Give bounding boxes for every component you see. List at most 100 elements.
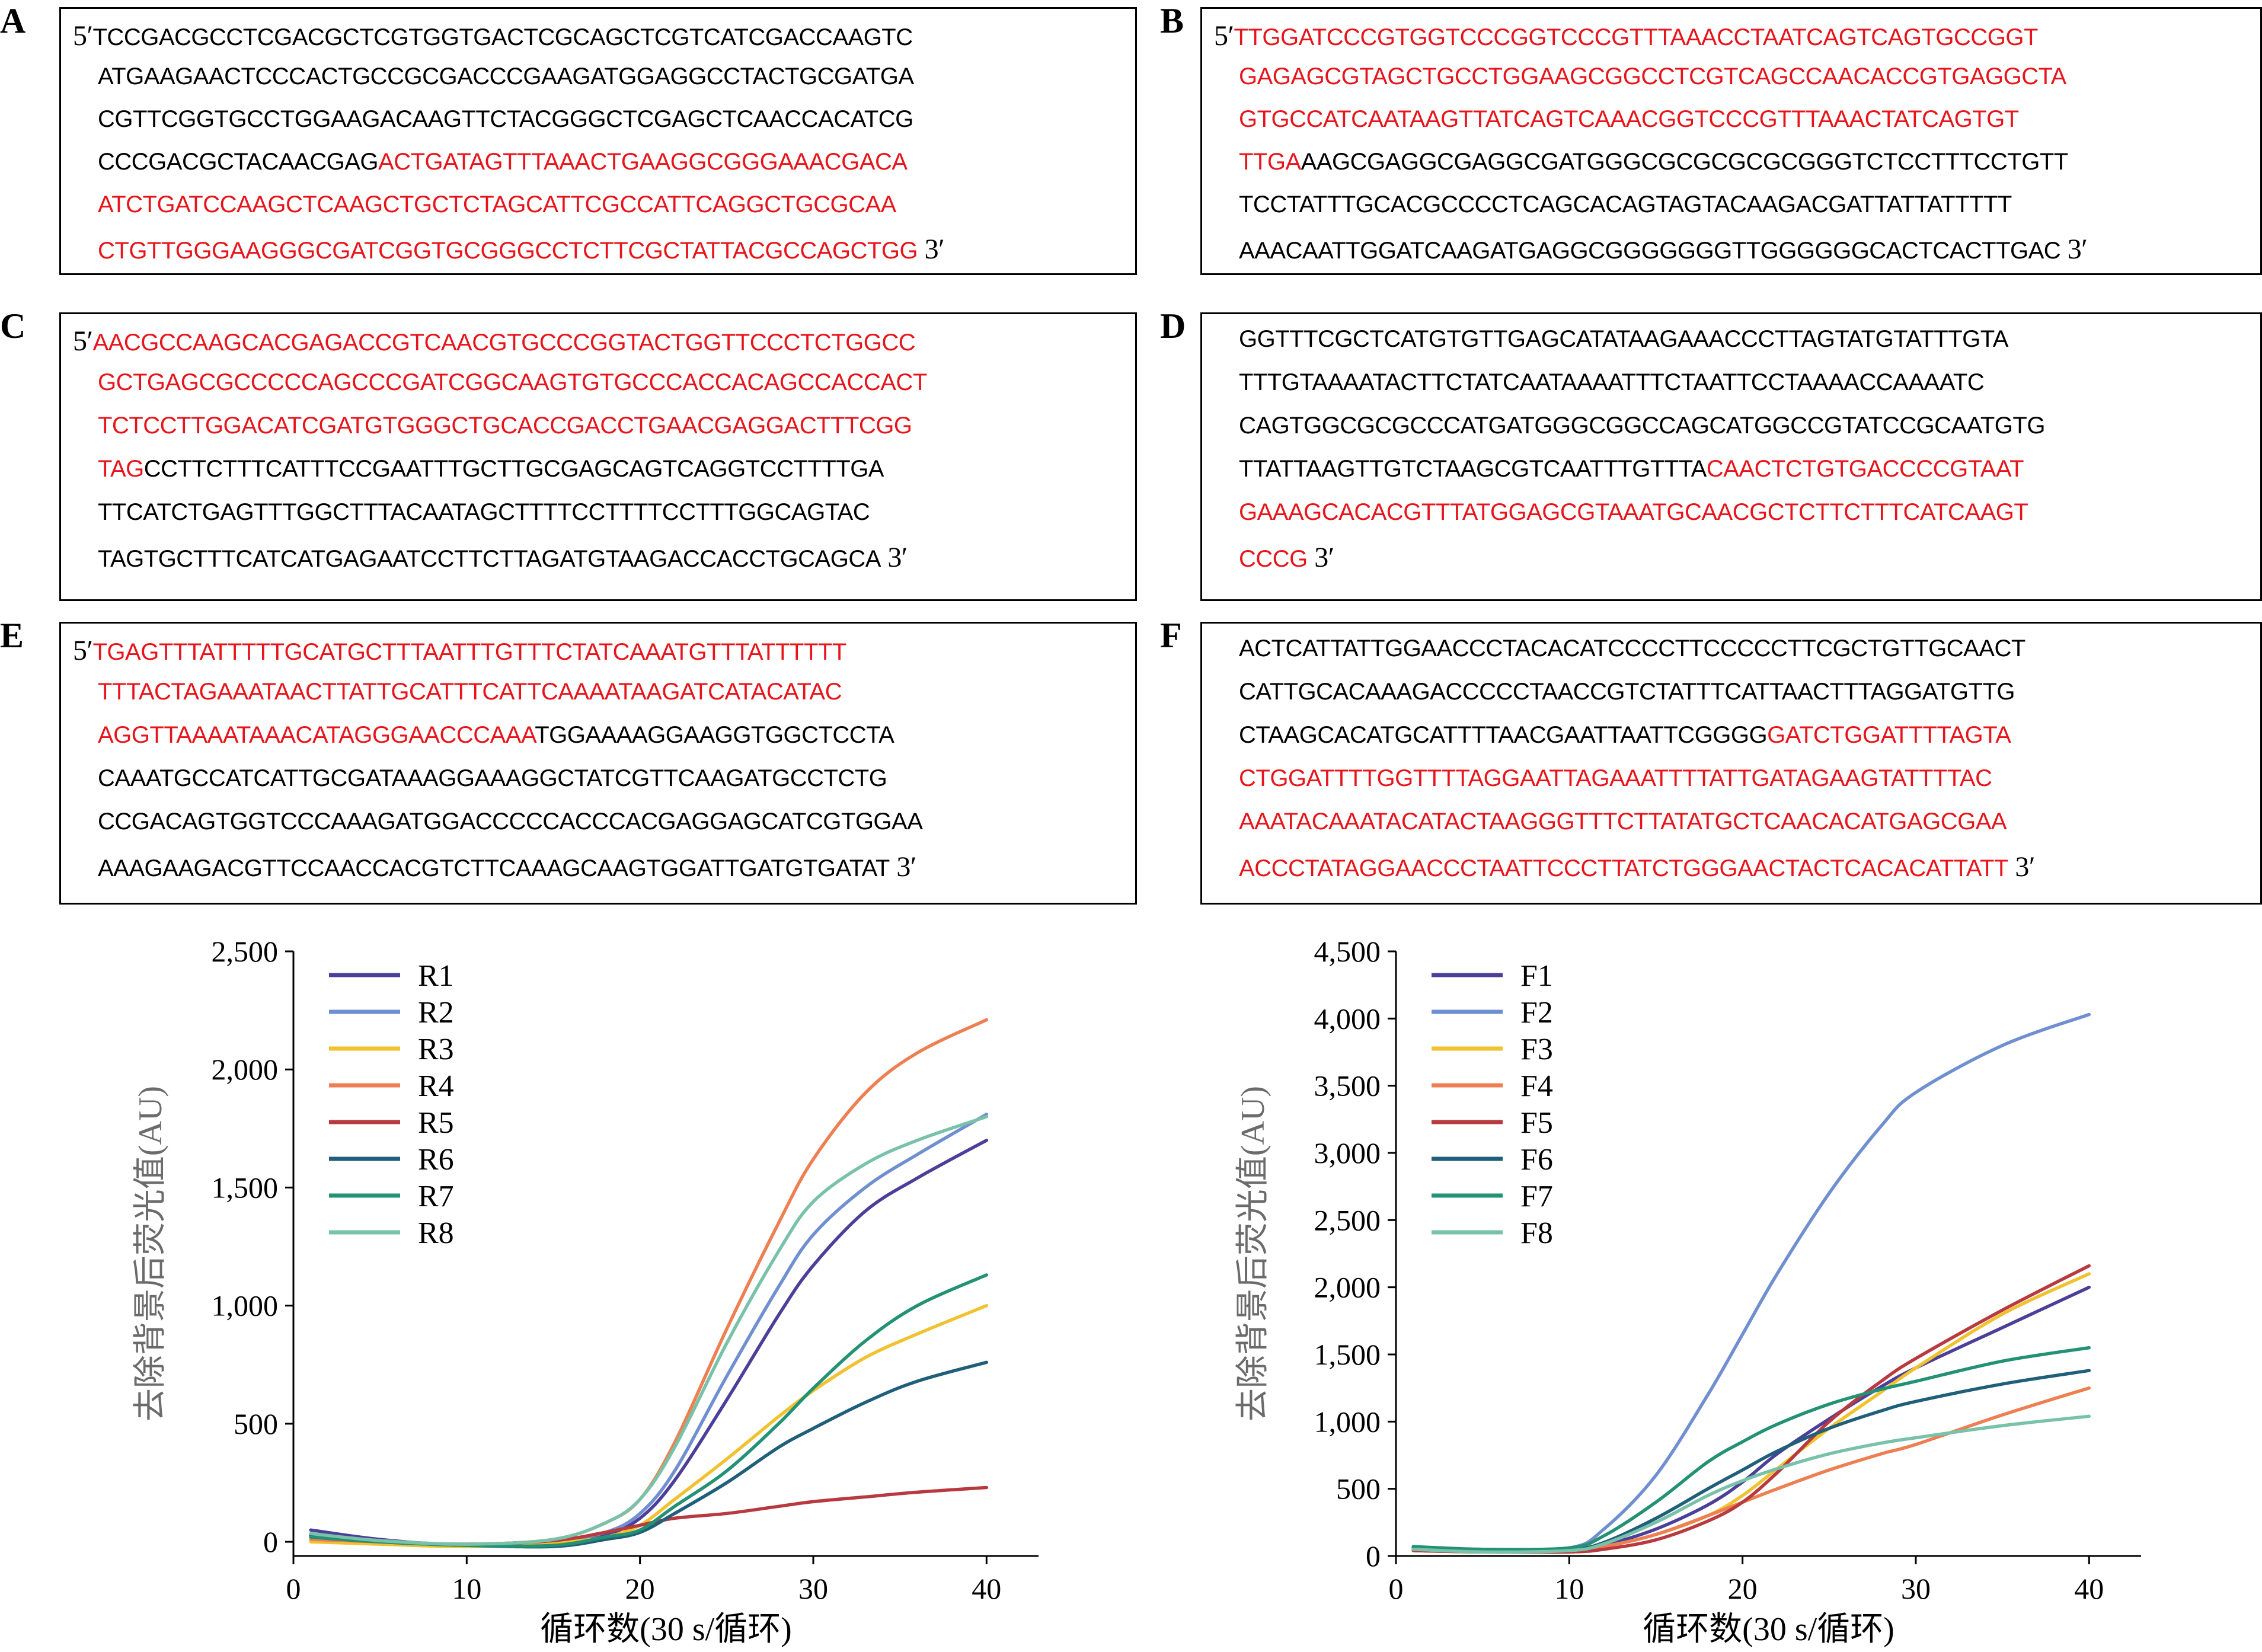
sequence-line: ATCTGATCCAAGCTCAAGCTGCTCTAGCATTCGCCATTCA… [98, 193, 896, 216]
y-tick-label: 4,000 [1314, 1002, 1381, 1035]
sequence-line: CAGTGGCGCGCCCATGATGGGCGGCCAGCATGGCCGTATC… [1239, 414, 2045, 437]
sequence-text: ACTCATTATTGGAACCCTACACATCCCCTTCCCCCTTCGC… [1239, 635, 2025, 662]
y-axis-label: 去除背景后荧光值(AU) [132, 1086, 169, 1421]
sequence-highlight: AACGCCAAGCACGAGACCGTCAACGTGCCCGGTACTGGTT… [92, 330, 916, 356]
legend-label: R1 [418, 959, 454, 993]
legend-label: F2 [1520, 996, 1553, 1030]
legend-label: F6 [1520, 1143, 1553, 1177]
sequence-line: CATTGCACAAAGACCCCCTAACCGTCTATTTCATTAACTT… [1239, 680, 2015, 704]
x-tick-label: 0 [286, 1572, 301, 1605]
sequence-box-d: GGTTTCGCTCATGTGTTGAGCATATAAGAAACCCTTAGTA… [1200, 312, 2262, 601]
five-prime-label: 5′ [73, 20, 93, 52]
panel-label-d: D [1160, 306, 1186, 346]
sequence-text: AAACAATTGGATCAAGATGAGGCGGGGGGGTTGGGGGGCA… [1239, 238, 2061, 264]
sequence-text: GGTTTCGCTCATGTGTTGAGCATATAAGAAACCCTTAGTA… [1239, 326, 2008, 352]
sequence-highlight: TTGGATCCCGTGGTCCCGGTCCCGTTTAAACCTAATCAGT… [1234, 24, 2039, 50]
x-tick-label: 40 [2074, 1572, 2104, 1605]
sequence-text: TTCATCTGAGTTTGGCTTTACAATAGCTTTTCCTTTTCCT… [98, 499, 870, 525]
sequence-box-f: ACTCATTATTGGAACCCTACACATCCCCTTCCCCCTTCGC… [1200, 622, 2262, 905]
sequence-line: TTCATCTGAGTTTGGCTTTACAATAGCTTTTCCTTTTCCT… [98, 500, 870, 524]
sequence-highlight: GATCTGGATTTTAGTA [1767, 722, 2011, 748]
sequence-line: 5′TCCGACGCCTCGACGCTCGTGGTGACTCGCAGCTCGTC… [73, 22, 913, 50]
sequence-text: CCTTCTTTCATTTCCGAATTTGCTTGCGAGCAGTCAGGTC… [143, 456, 884, 482]
sequence-line: ACTCATTATTGGAACCCTACACATCCCCTTCCCCCTTCGC… [1239, 637, 2025, 660]
three-prime-label: 3′ [2060, 234, 2088, 265]
sequence-highlight: TTTACTAGAAATAACTTATTGCATTTCATTCAAAATAAGA… [98, 679, 842, 705]
sequence-line: AAACAATTGGATCAAGATGAGGCGGGGGGGTTGGGGGGCA… [1239, 234, 2088, 265]
sequence-text: CATTGCACAAAGACCCCCTAACCGTCTATTTCATTAACTT… [1239, 679, 2015, 705]
series-line-f3 [1411, 1272, 2091, 1554]
sequence-text: CTAAGCACATGCATTTTAACGAATTAATTCGGGG [1239, 722, 1768, 748]
x-tick-label: 20 [1728, 1572, 1758, 1605]
x-axis-label: 循环数(30 s/循环) [540, 1611, 792, 1648]
legend-label: F7 [1520, 1180, 1553, 1213]
series-line-f7 [1411, 1346, 2091, 1551]
legend-label: R6 [418, 1143, 454, 1177]
panel-label-b: B [1160, 1, 1184, 40]
series-line-f4 [1411, 1386, 2091, 1554]
y-tick-label: 2,500 [1314, 1203, 1381, 1236]
sequence-line: TCTCCTTGGACATCGATGTGGGCTGCACCGACCTGAACGA… [98, 414, 912, 437]
y-tick-label: 500 [1336, 1472, 1381, 1506]
x-tick-label: 10 [452, 1572, 481, 1605]
sequence-line: CGTTCGGTGCCTGGAAGACAAGTTCTACGGGCTCGAGCTC… [98, 107, 913, 131]
sequence-text: CAAATGCCATCATTGCGATAAAGGAAAGGCTATCGTTCAA… [98, 765, 887, 791]
legend-label: R5 [418, 1106, 454, 1140]
legend-label: R3 [418, 1033, 454, 1066]
sequence-highlight: CTGTTGGGAAGGGCGATCGGTGCGGGCCTCTTCGCTATTA… [98, 238, 918, 264]
panel-label-e: E [0, 616, 24, 655]
sequence-line: GTGCCATCAATAAGTTATCAGTCAAACGGTCCCGTTTAAA… [1239, 107, 2019, 131]
y-tick-label: 1,500 [1314, 1338, 1381, 1371]
sequence-text: TCCTATTTGCACGCCCCTCAGCACAGTAGTACAAGACGAT… [1239, 191, 2012, 218]
sequence-highlight: AAATACAAATACATACTAAGGGTTTCTTATATGCTCAACA… [1239, 809, 2007, 835]
series-line-f8 [1411, 1414, 2091, 1554]
sequence-highlight: TCTCCTTGGACATCGATGTGGGCTGCACCGACCTGAACGA… [98, 413, 912, 439]
y-tick-label: 1,000 [1314, 1405, 1381, 1438]
sequence-line: 5′TGAGTTTATTTTTGCATGCTTTAATTTGTTTCTATCAA… [73, 637, 846, 665]
three-prime-label: 3′ [2008, 851, 2035, 883]
legend-label: R7 [418, 1180, 454, 1213]
series-line-f2 [1411, 1012, 2091, 1552]
chart-h: 0 500 1,000 1,500 2,000 2,500 3,000 3,500 4,000 4… [1235, 935, 2141, 1648]
sequence-highlight: GAAAGCACACGTTTATGGAGCGTAAATGCAACGCTCTTCT… [1239, 499, 2028, 525]
sequence-text: TGGAAAAGGAAGGTGGCTCCTA [535, 722, 894, 748]
legend-label: F3 [1520, 1033, 1553, 1066]
sequence-line: TTGAAAGCGAGGCGAGGCGATGGGCGCGCGCGCGGGTCTC… [1239, 150, 2068, 174]
sequence-text: TCCGACGCCTCGACGCTCGTGGTGACTCGCAGCTCGTCAT… [92, 24, 913, 50]
y-tick-label: 2,500 [212, 935, 279, 968]
sequence-line: TAGTGCTTTCATCATGAGAATCCTTCTTAGATGTAAGACC… [98, 544, 908, 572]
three-prime-label: 3′ [889, 851, 916, 883]
x-tick-label: 40 [972, 1572, 1001, 1605]
sequence-line: TTATTAAGTTGTCTAAGCGTCAATTTGTTTACAACTCTGT… [1239, 457, 2024, 481]
three-prime-label: 3′ [880, 542, 908, 573]
series-line-f6 [1411, 1369, 2091, 1552]
legend-label: R2 [418, 996, 454, 1030]
sequence-text: CGTTCGGTGCCTGGAAGACAAGTTCTACGGGCTCGAGCTC… [98, 106, 913, 132]
sequence-highlight: CTGGATTTTGGTTTTAGGAATTAGAAATTTTATTGATAGA… [1239, 765, 1992, 791]
panel-label-a: A [0, 1, 26, 40]
sequence-text: ATGAAGAACTCCCACTGCCGCGACCCGAAGATGGAGGCCT… [98, 63, 914, 90]
sequence-line: 5′AACGCCAAGCACGAGACCGTCAACGTGCCCGGTACTGG… [73, 325, 916, 357]
sequence-line: GCTGAGCGCCCCCAGCCCGATCGGCAAGTGTGCCCACCAC… [98, 370, 927, 394]
five-prime-label: 5′ [73, 635, 93, 666]
legend-label: F1 [1520, 959, 1553, 993]
sequence-line: CTAAGCACATGCATTTTAACGAATTAATTCGGGGGATCTG… [1239, 723, 2011, 747]
sequence-text: CCCGACGCTACAACGAG [98, 149, 379, 175]
sequence-highlight: ATCTGATCCAAGCTCAAGCTGCTCTAGCATTCGCCATTCA… [98, 191, 896, 218]
series-line-f5 [1411, 1264, 2091, 1554]
sequence-highlight: TGAGTTTATTTTTGCATGCTTTAATTTGTTTCTATCAAAT… [92, 639, 847, 665]
y-tick-label: 3,500 [1314, 1069, 1381, 1103]
sequence-text: AAGCGAGGCGAGGCGATGGGCGCGCGCGCGGGTCTCCTTT… [1301, 149, 2069, 175]
five-prime-label: 5′ [73, 325, 93, 357]
sequence-line: GAAAGCACACGTTTATGGAGCGTAAATGCAACGCTCTTCT… [1239, 500, 2028, 524]
x-tick-label: 30 [798, 1572, 828, 1605]
sequence-highlight: GCTGAGCGCCCCCAGCCCGATCGGCAAGTGTGCCCACCAC… [98, 369, 927, 395]
y-axis-label: 去除背景后荧光值(AU) [1235, 1086, 1271, 1421]
x-tick-label: 20 [625, 1572, 655, 1605]
sequence-line: ACCCTATAGGAACCCTAATTCCCTTATCTGGGAACTACTC… [1239, 853, 2035, 881]
y-tick-label: 2,000 [1314, 1271, 1381, 1304]
sequence-text: AAAGAAGACGTTCCAACCACGTCTTCAAAGCAAGTGGATT… [98, 855, 890, 881]
sequence-text: TTTGTAAAATACTTCTATCAATAAAATTTCTAATTCCTAA… [1239, 369, 1985, 395]
y-tick-label: 2,000 [212, 1053, 279, 1086]
y-tick-label: 4,500 [1314, 935, 1381, 968]
